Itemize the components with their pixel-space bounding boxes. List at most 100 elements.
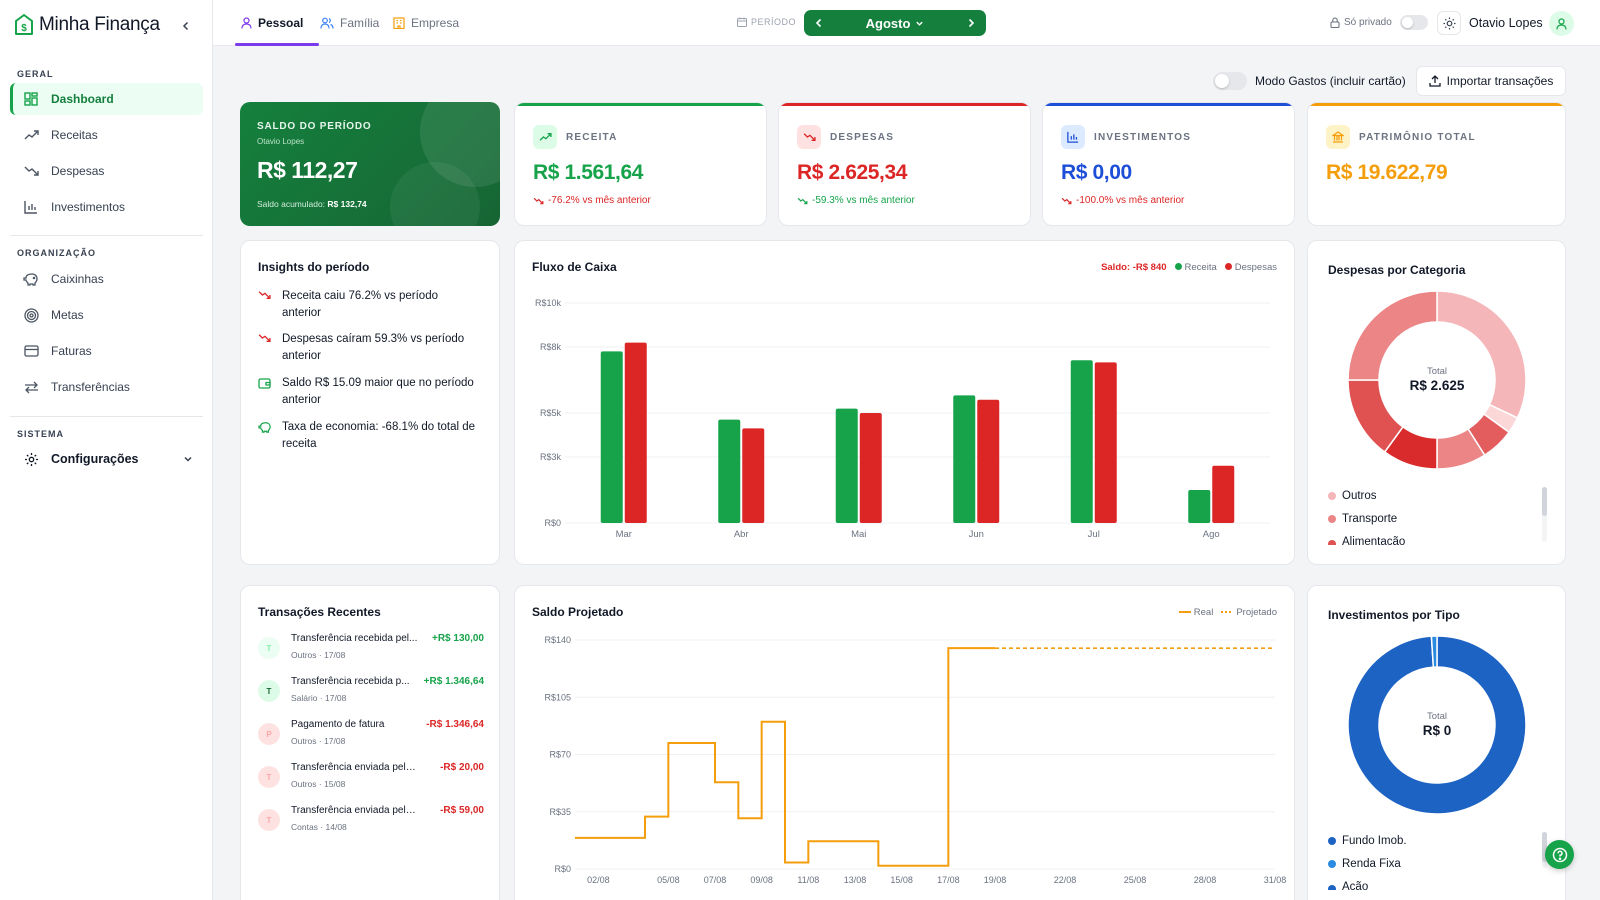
period-dropdown[interactable]: Agosto	[866, 16, 925, 31]
list-item[interactable]: T Transferência recebida p... Salário · 17…	[258, 676, 484, 716]
legend-despesas: Despesas	[1224, 262, 1277, 273]
theme-toggle-button[interactable]	[1437, 11, 1461, 35]
user-icon	[1556, 17, 1567, 30]
x-tick-label: 09/08	[750, 875, 773, 885]
sidebar-item-caixinhas[interactable]: Caixinhas	[10, 263, 203, 295]
despesas-categoria-card: Despesas por Categoria Total R$ 2.625 Out…	[1307, 240, 1566, 565]
import-label: Importar transações	[1446, 74, 1554, 88]
next-period-button[interactable]	[966, 18, 976, 28]
sidebar-item-investimentos[interactable]: Investimentos	[10, 191, 203, 223]
kpi-value: R$ 2.625,34	[797, 161, 908, 184]
svg-text:$: $	[21, 23, 27, 34]
insight-text: Saldo R$ 15.09 maior que no período ante…	[282, 377, 474, 406]
insight-text: Receita caiu 76.2% vs período anterior	[282, 290, 438, 319]
chevron-left-icon	[815, 18, 822, 28]
card-title: Despesas por Categoria	[1328, 263, 1466, 277]
insight-text: Taxa de economia: -68.1% do total de rec…	[282, 421, 476, 450]
pie-slice-fundo-imob-[interactable]	[1347, 635, 1527, 815]
section-title-sistema: SISTEMA	[17, 429, 65, 439]
transaction-meta: Outros · 17/08	[291, 650, 346, 660]
bar-receita-mai[interactable]	[835, 408, 858, 523]
insights-card: Insights do período Receita caiu 76.2% v…	[240, 240, 500, 565]
sidebar-item-configuracoes[interactable]: Configurações	[10, 443, 203, 475]
transaction-meta: Contas · 14/08	[291, 822, 347, 832]
brand[interactable]: $ Minha Finança	[14, 14, 160, 36]
sidebar-item-dashboard[interactable]: Dashboard	[10, 83, 203, 115]
avatar: P	[258, 723, 280, 745]
kpi-value: R$ 0,00	[1061, 161, 1132, 184]
legend-real: Real	[1178, 607, 1214, 618]
tab-label: Família	[340, 16, 380, 30]
list-item[interactable]: T Transferência recebida pel... Outros · 1…	[258, 633, 484, 673]
bar-despesas-mar[interactable]	[624, 342, 647, 523]
period-label-text: PERÍODO	[751, 17, 797, 27]
transaction-category: Outros	[291, 736, 317, 746]
legend-projetado: Projetado	[1221, 607, 1277, 618]
modo-gastos-toggle[interactable]	[1213, 72, 1247, 90]
bar-despesas-jul[interactable]	[1094, 362, 1117, 523]
pie-slice-transporte[interactable]	[1347, 290, 1438, 381]
y-tick-label: R$10k	[535, 298, 562, 308]
prev-period-button[interactable]	[814, 18, 824, 28]
y-tick-label: R$5k	[540, 408, 562, 418]
users-icon	[320, 17, 334, 29]
bar-receita-abr[interactable]	[718, 419, 741, 523]
piggy-bank-icon	[23, 271, 39, 287]
x-tick-label: 25/08	[1124, 875, 1147, 885]
bar-despesas-mai[interactable]	[859, 413, 882, 523]
tab-label: Pessoal	[258, 16, 304, 30]
kpi-accent	[1043, 103, 1294, 106]
legend-item: Outros	[1328, 490, 1377, 502]
transaction-meta: Outros · 17/08	[291, 736, 346, 746]
collapse-sidebar-button[interactable]	[178, 18, 194, 34]
x-tick-label: 15/08	[890, 875, 913, 885]
donut-total-value: R$ 2.625	[1410, 378, 1465, 393]
transaction-description: Transferência enviada pelo ...	[291, 805, 421, 816]
bar-despesas-jun[interactable]	[977, 399, 1000, 523]
saldo-value: R$ 112,27	[257, 157, 358, 183]
kpi-accent	[779, 103, 1030, 106]
avatar: T	[258, 766, 280, 788]
tab-pessoal[interactable]: Pessoal	[241, 0, 303, 46]
kpi-value: R$ 1.561,64	[533, 161, 644, 184]
private-toggle[interactable]	[1400, 15, 1428, 30]
sidebar-item-despesas[interactable]: Despesas	[10, 155, 203, 187]
sidebar-item-faturas[interactable]: Faturas	[10, 335, 203, 367]
avatar[interactable]	[1549, 11, 1574, 36]
pie-slice-renda-fixa[interactable]	[1430, 635, 1438, 668]
lock-icon	[1330, 17, 1340, 28]
pie-slice-outros[interactable]	[1436, 290, 1527, 419]
tab-empresa[interactable]: Empresa	[393, 0, 459, 46]
kpi-change-text: -100.0% vs mês anterior	[1076, 195, 1185, 206]
list-item[interactable]: P Pagamento de fatura Outros · 17/08 -R$ 1.…	[258, 719, 484, 759]
import-transactions-button[interactable]: Importar transações	[1416, 66, 1566, 96]
bar-receita-mar[interactable]	[600, 351, 623, 523]
bar-receita-ago[interactable]	[1188, 490, 1211, 523]
sidebar: $ Minha Finança GERAL Dashboard Receitas…	[0, 0, 213, 900]
legend-label: Transporte	[1342, 513, 1398, 525]
sidebar-item-receitas[interactable]: Receitas	[10, 119, 203, 151]
help-button[interactable]	[1545, 840, 1574, 869]
building-icon	[393, 17, 405, 29]
saldo-card: SALDO DO PERÍODO Otavio Lopes R$ 112,27 …	[240, 102, 500, 226]
cashflow-saldo: Saldo: -R$ 840	[1101, 262, 1167, 273]
bar-despesas-ago[interactable]	[1212, 465, 1235, 523]
bar-despesas-abr[interactable]	[742, 428, 765, 523]
saldo-label: SALDO DO PERÍODO	[257, 121, 372, 132]
sidebar-item-metas[interactable]: Metas	[10, 299, 203, 331]
tab-familia[interactable]: Família	[320, 0, 379, 46]
bar-receita-jul[interactable]	[1070, 360, 1093, 523]
sidebar-item-transferencias[interactable]: Transferências	[10, 371, 203, 403]
legend-scrollbar[interactable]	[1542, 832, 1547, 862]
list-item[interactable]: T Transferência enviada pelo ... Outros · …	[258, 762, 484, 802]
list-item[interactable]: T Transferência enviada pelo ... Contas · …	[258, 805, 484, 845]
legend-scrollbar[interactable]	[1542, 487, 1547, 516]
transaction-date: 15/08	[324, 779, 346, 789]
legend-label: Real	[1193, 607, 1214, 618]
topbar: Pessoal Família Empresa PERÍODO Agosto S…	[213, 0, 1600, 46]
user-name[interactable]: Otavio Lopes	[1469, 16, 1543, 30]
private-filter: Só privado	[1330, 17, 1392, 28]
sidebar-item-label: Caixinhas	[51, 272, 104, 286]
bar-receita-jun[interactable]	[953, 395, 976, 523]
donut-total-label: Total	[1427, 711, 1447, 722]
